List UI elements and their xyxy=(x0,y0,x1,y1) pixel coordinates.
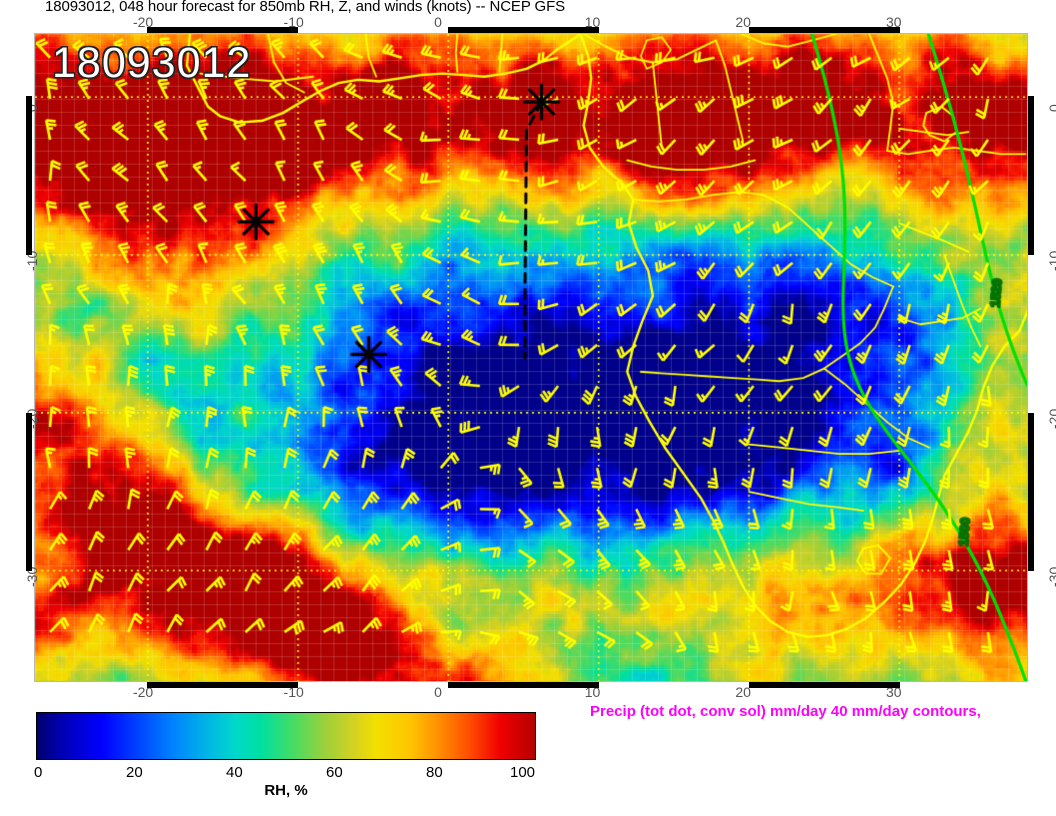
colorbar-tick-40: 40 xyxy=(226,764,243,781)
precip-legend-note: Precip (tot dot, conv sol) mm/day 40 mm/… xyxy=(590,703,981,720)
axis-tickbar xyxy=(749,682,900,688)
x-tick-top-2: 0 xyxy=(434,14,442,30)
axis-tickbar xyxy=(448,682,599,688)
rh-heatmap-canvas[interactable] xyxy=(35,34,1027,681)
colorbar-tick-20: 20 xyxy=(126,764,143,781)
colorbar-tick-80: 80 xyxy=(426,764,443,781)
axis-tickbar xyxy=(26,96,32,255)
axis-tickbar xyxy=(1028,412,1034,572)
colorbar-tick-0: 0 xyxy=(34,764,43,781)
axis-tickbar xyxy=(448,27,599,33)
axis-tickbar xyxy=(749,27,900,33)
colorbar-tick-60: 60 xyxy=(326,764,343,781)
x-tick-top-4: 20 xyxy=(735,14,751,30)
axis-tickbar xyxy=(146,682,298,688)
timestamp-overlay: 18093012 xyxy=(52,39,252,87)
x-tick-bottom-4: 20 xyxy=(735,684,751,700)
y-tick-right-3: -30 xyxy=(1046,566,1056,588)
colorbar-tick-100: 100 xyxy=(510,764,536,781)
x-tick-top-5: 30 xyxy=(885,14,902,30)
x-tick-top-3: 10 xyxy=(584,14,601,30)
map-panel[interactable] xyxy=(34,33,1028,682)
page-title: 18093012, 048 hour forecast for 850mb RH… xyxy=(45,0,566,15)
axis-tickbar xyxy=(26,412,32,572)
axis-tickbar xyxy=(146,27,298,33)
x-tick-top-1: -10 xyxy=(283,14,304,30)
x-tick-bottom-1: -10 xyxy=(283,684,304,700)
colorbar-title: RH, % xyxy=(264,782,308,799)
y-tick-right-0: 0 xyxy=(1046,105,1056,113)
x-tick-top-0: -20 xyxy=(132,14,154,30)
colorbar-rh xyxy=(36,712,536,760)
x-tick-bottom-2: 0 xyxy=(434,684,442,700)
x-tick-bottom-3: 10 xyxy=(584,684,601,700)
x-tick-bottom-0: -20 xyxy=(132,684,154,700)
axis-tickbar xyxy=(1028,96,1034,255)
y-tick-right-2: -20 xyxy=(1046,408,1056,429)
x-tick-bottom-5: 30 xyxy=(885,684,902,700)
y-tick-right-1: -10 xyxy=(1046,250,1056,271)
